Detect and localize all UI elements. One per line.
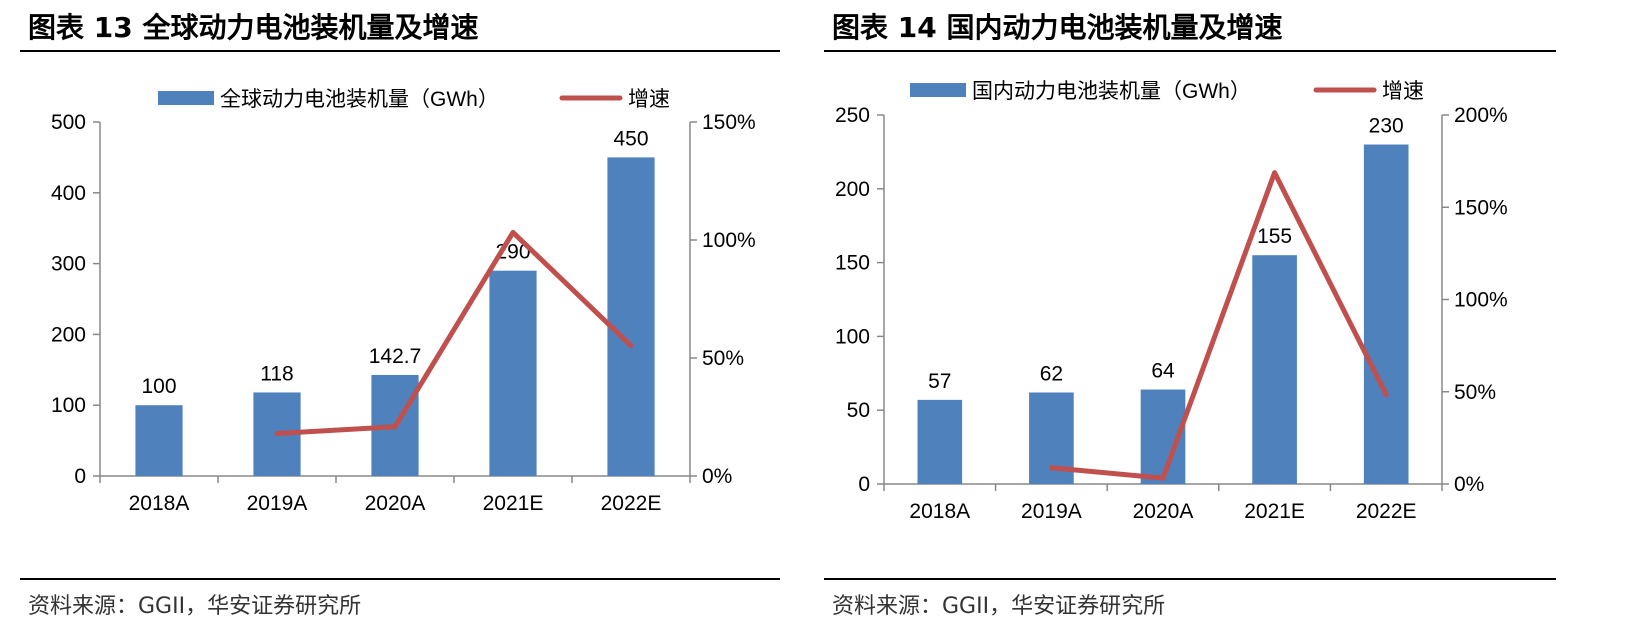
bar-value-label: 100 [141,375,176,398]
y-tick-label-left: 0 [858,473,870,496]
bar-2018A [135,405,183,476]
y-tick-label-right: 150% [1454,196,1508,219]
x-tick-label: 2022E [1356,500,1417,523]
legend-line-label: 增速 [1382,80,1424,103]
y-tick-label-left: 400 [51,182,86,205]
y-tick-label-right: 100% [702,229,756,252]
x-tick-label: 2022E [601,492,662,515]
y-tick-label-right: 50% [1454,381,1496,404]
x-tick-label: 2020A [365,492,426,515]
x-tick-label: 2019A [1021,500,1082,523]
y-tick-label-right: 100% [1454,289,1508,312]
source-rule [20,578,780,580]
y-tick-label-left: 250 [835,104,870,127]
chart-panel-global: 图表 13 全球动力电池装机量及增速 全球动力电池装机量（GWh） 增速 0 100 2… [20,0,824,626]
source-rule [824,578,1556,580]
growth-line [1048,170,1389,481]
bar-value-label: 62 [1040,362,1063,385]
bar-2022E [1363,144,1409,484]
x-tick-label: 2018A [909,500,970,523]
chart-domestic-battery: 国内动力电池装机量（GWh） 增速 0 50 100 150 200 250 0% 50% 100%… [835,80,1508,523]
y-tick-label-left: 500 [51,111,86,134]
source-note: 资料来源：GGII，华安证券研究所 [28,594,362,619]
legend-bar-swatch [910,83,966,97]
bar-value-label: 64 [1151,360,1175,383]
bar-2018A [917,399,963,484]
x-tick-label: 2020A [1133,500,1194,523]
y-tick-label-left: 100 [835,325,870,348]
legend-line-label: 增速 [628,88,670,111]
bar-value-label: 142.7 [369,345,422,368]
bar-2022E [607,157,655,476]
y-tick-label-left: 300 [51,253,86,276]
y-tick-label-right: 150% [702,111,756,134]
bar-value-label: 155 [1257,225,1292,248]
x-tick-label: 2021E [1244,500,1305,523]
y-tick-label-right: 200% [1454,104,1508,127]
y-tick-label-right: 0% [702,465,732,488]
bar-2021E [489,270,537,476]
legend-bar-swatch [158,91,214,105]
chart-panel-domestic: 图表 14 国内动力电池装机量及增速 国内动力电池装机量（GWh） 增速 0 50 10… [824,0,1628,626]
y-tick-label-right: 0% [1454,473,1484,496]
bar-value-label: 450 [613,127,648,150]
y-tick-label-right: 50% [702,347,744,370]
title-rule [20,50,780,52]
x-tick-label: 2018A [129,492,190,515]
legend-bar-label: 国内动力电池装机量（GWh） [972,80,1251,103]
y-tick-label-left: 0 [74,465,86,488]
y-tick-label-left: 50 [847,399,870,422]
source-note: 资料来源：GGII，华安证券研究所 [832,594,1166,619]
y-tick-label-left: 150 [835,252,870,275]
chart-title: 图表 14 国内动力电池装机量及增速 [832,11,1283,44]
x-tick-label: 2019A [247,492,308,515]
legend-bar-label: 全球动力电池装机量（GWh） [220,88,499,111]
chart-title: 图表 13 全球动力电池装机量及增速 [28,11,479,44]
bar-value-label: 118 [260,362,293,385]
y-tick-label-left: 200 [835,178,870,201]
chart-global-battery: 全球动力电池装机量（GWh） 增速 0 100 200 300 400 500 0% 50% 100… [51,88,756,515]
y-tick-label-left: 100 [51,394,86,417]
bar-2021E [1252,255,1297,484]
y-tick-label-left: 200 [51,323,86,346]
growth-line [274,229,634,436]
title-rule [824,50,1556,52]
bar-value-label: 57 [928,370,951,393]
x-tick-label: 2021E [483,492,544,515]
bar-value-label: 230 [1369,115,1404,138]
